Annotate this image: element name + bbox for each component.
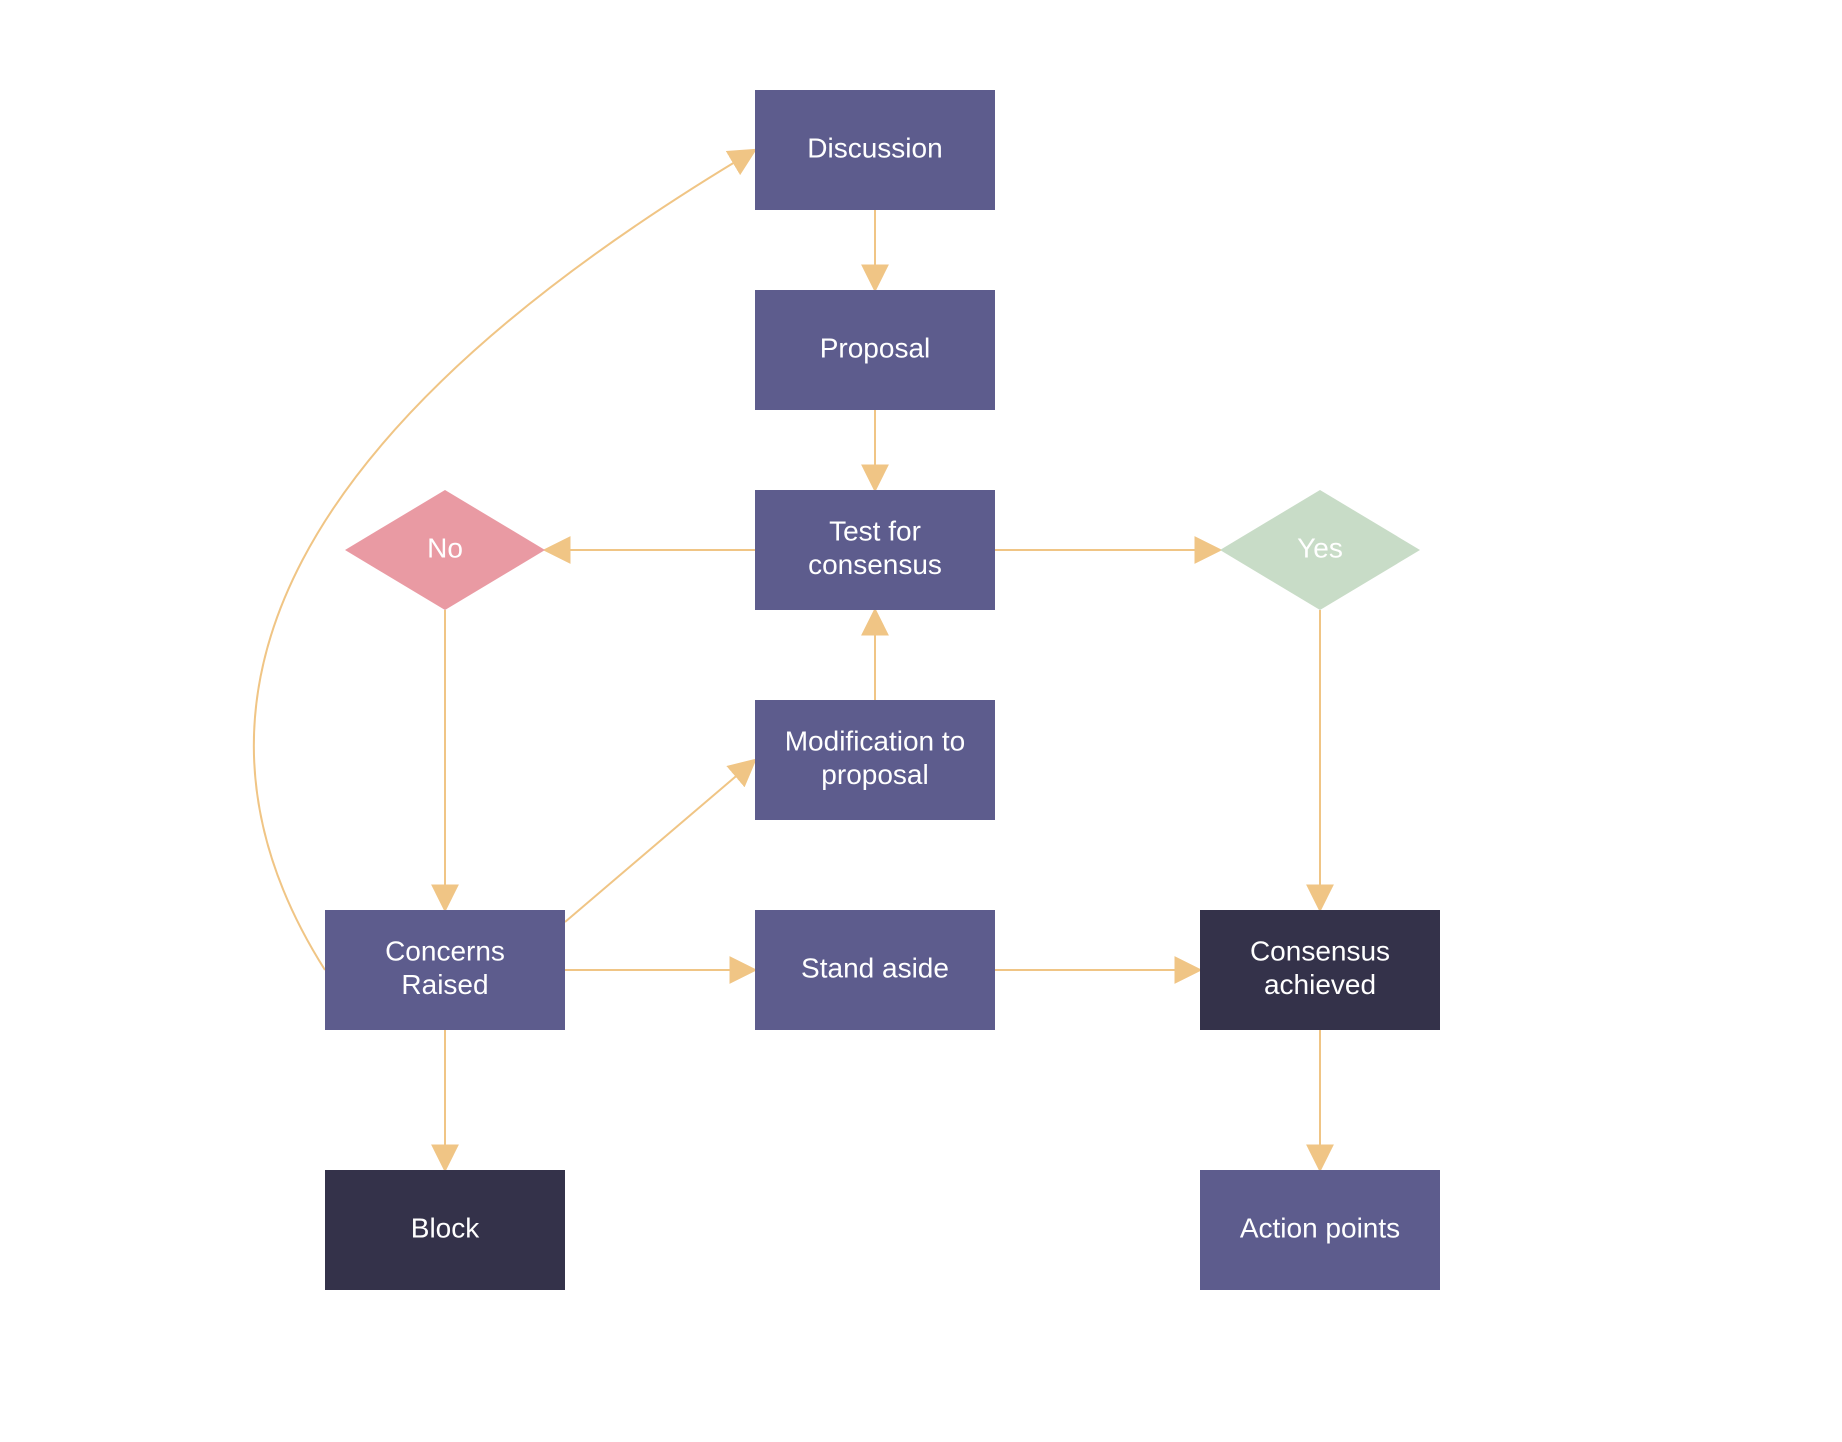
node-discussion: Discussion: [755, 90, 995, 210]
node-test: Test forconsensus: [755, 490, 995, 610]
node-test-label: Test for: [829, 516, 921, 547]
node-test-label: consensus: [808, 549, 942, 580]
node-consensus-label: Consensus: [1250, 936, 1390, 967]
node-modification: Modification toproposal: [755, 700, 995, 820]
node-modification-label: proposal: [821, 759, 928, 790]
node-consensus: Consensusachieved: [1200, 910, 1440, 1030]
node-action-label: Action points: [1240, 1212, 1400, 1243]
node-stand: Stand aside: [755, 910, 995, 1030]
edge-concerns-modification: [565, 760, 755, 922]
flowchart-svg: Discussion Proposal Test forconsensus No Yes…: [0, 0, 1842, 1442]
node-discussion-label: Discussion: [807, 132, 942, 163]
node-concerns-label: Raised: [401, 969, 488, 1000]
node-yes: Yes: [1220, 490, 1420, 610]
node-modification-label: Modification to: [785, 726, 966, 757]
node-block-label: Block: [411, 1212, 480, 1243]
node-proposal-label: Proposal: [820, 332, 931, 363]
node-no: No: [345, 490, 545, 610]
node-yes-label: Yes: [1297, 532, 1343, 563]
node-concerns-label: Concerns: [385, 936, 505, 967]
node-stand-label: Stand aside: [801, 952, 949, 983]
node-no-label: No: [427, 532, 463, 563]
node-block: Block: [325, 1170, 565, 1290]
node-concerns: ConcernsRaised: [325, 910, 565, 1030]
node-action: Action points: [1200, 1170, 1440, 1290]
node-proposal: Proposal: [755, 290, 995, 410]
nodes-group: Discussion Proposal Test forconsensus No Yes…: [325, 90, 1440, 1290]
node-consensus-label: achieved: [1264, 969, 1376, 1000]
